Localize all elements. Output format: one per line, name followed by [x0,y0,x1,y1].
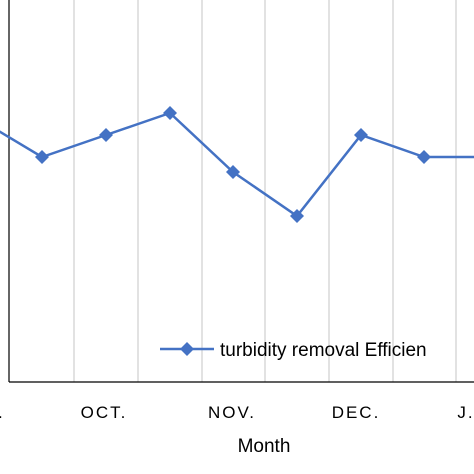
vertical-gridlines [73,0,457,382]
x-tick-label-2: NOV. [208,403,256,422]
x-tick-label-3: DEC. [332,403,381,422]
x-tick-label-0: . [0,403,5,422]
x-tick-label-1: OCT. [81,403,128,422]
series-layer [0,106,474,223]
data-point-5 [290,209,304,223]
x-axis-title: Month [238,436,291,457]
data-point-1 [35,150,49,164]
data-point-7 [417,150,431,164]
legend-label: turbidity removal Efficien [220,340,427,361]
data-point-6 [354,128,368,142]
x-tick-labels: . OCT. NOV. DEC. J. [0,403,474,422]
series-line [0,111,474,218]
legend: turbidity removal Efficien [160,340,427,361]
data-point-2 [99,128,113,142]
data-point-3 [163,106,177,120]
legend-marker-diamond-icon [180,342,194,356]
x-tick-label-4: J. [457,403,474,422]
data-point-4 [226,165,240,179]
